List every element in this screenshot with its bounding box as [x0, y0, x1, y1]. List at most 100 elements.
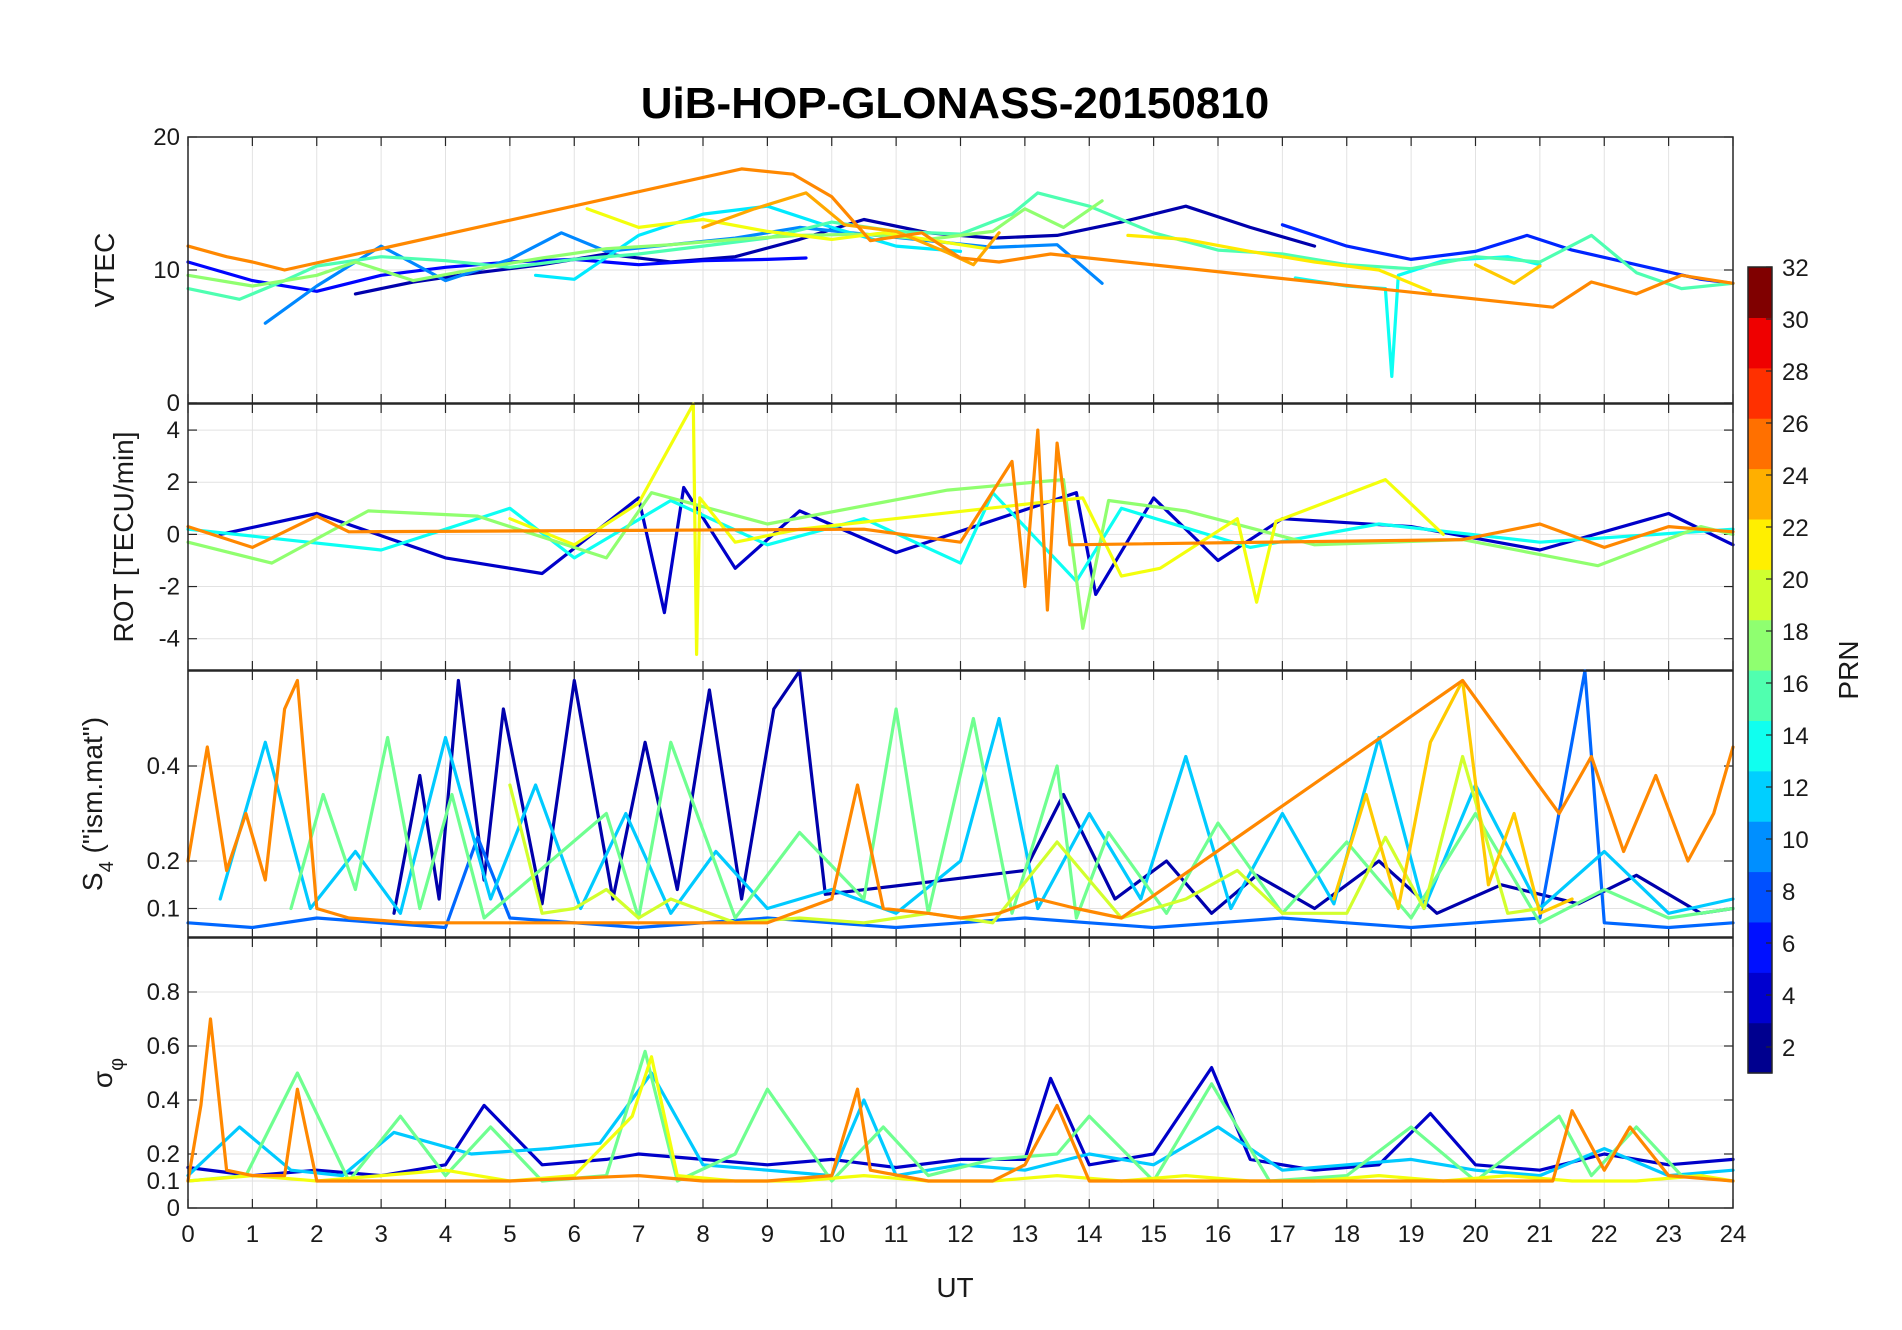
- series-prn-12: [533, 204, 963, 281]
- y-tick-label: 0.4: [147, 753, 180, 780]
- colorbar-segment: [1748, 770, 1772, 822]
- y-tick-label: 0.2: [147, 848, 180, 875]
- panel-s4: 0.1 0.2 0.4 S4 ("ism.mat"): [77, 669, 1735, 938]
- x-tick-label: 15: [1140, 1221, 1167, 1248]
- y-axis-label-sigma_phi: σφ: [87, 1058, 128, 1088]
- series-prn-16: [289, 707, 1735, 925]
- x-tick-label: 5: [503, 1221, 516, 1248]
- series-prn-16: [186, 1049, 1735, 1183]
- series-prn-17: [186, 199, 1104, 288]
- colorbar-tick-label: 6: [1782, 931, 1795, 958]
- y-tick-label: 0: [167, 521, 180, 548]
- colorbar-segment: [1748, 720, 1772, 772]
- series-prn-13: [186, 491, 1735, 583]
- colorbar-label: PRN: [1833, 640, 1864, 699]
- colorbar-segment: [1748, 569, 1772, 621]
- y-tick-label: 0.1: [147, 1168, 180, 1195]
- colorbar-segment: [1748, 670, 1772, 721]
- x-tick-label: 14: [1076, 1221, 1103, 1248]
- y-tick-label: 0.6: [147, 1033, 180, 1060]
- colorbar-tick-label: 18: [1782, 619, 1809, 646]
- colorbar-tick-label: 26: [1782, 411, 1809, 438]
- x-tick-label: 6: [568, 1221, 581, 1248]
- colorbar-segment: [1748, 367, 1772, 419]
- colorbar-segment: [1748, 871, 1772, 923]
- colorbar-tick-label: 10: [1782, 827, 1809, 854]
- colorbar-tick-label: 20: [1782, 567, 1809, 594]
- colorbar-segment: [1748, 317, 1772, 369]
- x-tick-label: 23: [1655, 1221, 1682, 1248]
- x-tick-label: 10: [818, 1221, 845, 1248]
- y-tick-label: 0: [167, 1195, 180, 1222]
- colorbar-segment: [1748, 267, 1772, 318]
- y-tick-label: 4: [167, 417, 180, 444]
- panel-sigma_phi: 00.10.2 0.4 0.6 0.8 σφ: [87, 937, 1735, 1222]
- colorbar-tick-label: 12: [1782, 775, 1809, 802]
- panel-vtec-frame: [187, 136, 1734, 404]
- x-tick-label: 24: [1720, 1221, 1747, 1248]
- colorbar-segment: [1748, 821, 1772, 873]
- series-prn-15: [186, 191, 1735, 301]
- y-tick-label: 0.4: [147, 1087, 180, 1114]
- panel-vtec: 0 10 20 VTEC: [89, 124, 1735, 417]
- chart-title: UiB-HOP-GLONASS-20150810: [641, 79, 1269, 128]
- x-tick-label: 21: [1527, 1221, 1554, 1248]
- colorbar-tick-label: 24: [1782, 463, 1809, 490]
- series-prn-17: [186, 478, 1735, 630]
- series-prn-8: [186, 669, 1735, 930]
- x-tick-label: 1: [246, 1221, 259, 1248]
- x-tick-label: 22: [1591, 1221, 1618, 1248]
- x-tick-label: 19: [1398, 1221, 1425, 1248]
- panel-rot: -4 -2 0 2 4 ROT [TECU/min]: [108, 402, 1735, 671]
- y-tick-label: 0.8: [147, 979, 180, 1006]
- x-tick-label: 20: [1462, 1221, 1489, 1248]
- series-prn-6: [1280, 223, 1735, 285]
- series-prn-24: [186, 167, 1735, 309]
- colorbar-tick-label: 2: [1782, 1035, 1795, 1062]
- series-prn-24: [186, 428, 1735, 612]
- x-tick-label: 7: [632, 1221, 645, 1248]
- colorbar-segment: [1748, 418, 1772, 470]
- series-prn-20: [585, 207, 988, 251]
- y-tick-label: 0.2: [147, 1141, 180, 1168]
- colorbar-tick-label: 4: [1782, 983, 1795, 1010]
- y-axis-label-rot: ROT [TECU/min]: [108, 431, 139, 642]
- x-tick-label: 12: [947, 1221, 974, 1248]
- series-prn-22: [1473, 263, 1542, 285]
- colorbar-tick-label: 8: [1782, 879, 1795, 906]
- x-tick-label: 2: [310, 1221, 323, 1248]
- series-prn-24: [186, 678, 1735, 925]
- x-tick-label: 9: [761, 1221, 774, 1248]
- colorbar-tick-label: 16: [1782, 671, 1809, 698]
- series-prn-24: [186, 1017, 1735, 1183]
- series-prn-2: [392, 669, 1735, 915]
- x-tick-label: 0: [181, 1221, 194, 1248]
- x-tick-label: 17: [1269, 1221, 1296, 1248]
- x-tick-label: 3: [374, 1221, 387, 1248]
- y-axis-label-vtec: VTEC: [89, 233, 120, 308]
- series-prn-21: [1126, 233, 1433, 293]
- y-axis-label-s4: S4 ("ism.mat"): [77, 717, 118, 891]
- y-tick-label: 20: [153, 124, 180, 151]
- series-prn-20: [508, 402, 1445, 657]
- colorbar-tick-label: 28: [1782, 359, 1809, 386]
- colorbar-segment: [1748, 468, 1772, 520]
- x-tick-label: 13: [1012, 1221, 1039, 1248]
- colorbar-segment: [1748, 972, 1772, 1024]
- colorbar-segment: [1748, 921, 1772, 973]
- colorbar-tick-label: 22: [1782, 515, 1809, 542]
- series-prn-23: [701, 191, 1001, 267]
- y-tick-label: 10: [153, 257, 180, 284]
- x-tick-labels: 0 1 2 3 4 5 6 7 8 9 10 11 12 13 14 15 16 17 18 19 20 21 22 23 24: [181, 1221, 1746, 1248]
- x-tick-label: 18: [1333, 1221, 1360, 1248]
- y-tick-label: 0: [167, 390, 180, 417]
- colorbar-frame: [1747, 266, 1773, 1074]
- panel-s4-frame: [187, 670, 1734, 938]
- panel-sigma_phi-frame: [187, 937, 1734, 1209]
- colorbar-tick-label: 14: [1782, 723, 1809, 750]
- x-tick-label: 4: [439, 1221, 452, 1248]
- y-tick-label: 0.1: [147, 896, 180, 923]
